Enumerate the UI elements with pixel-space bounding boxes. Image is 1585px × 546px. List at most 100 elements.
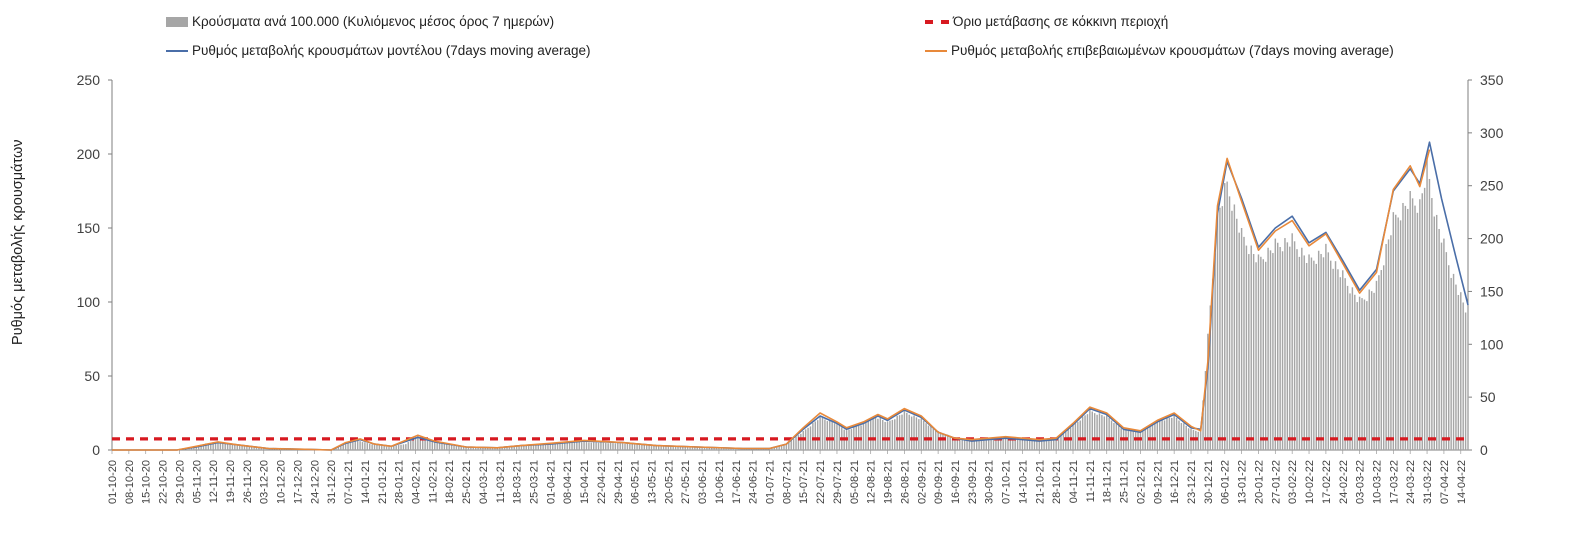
bar [1146,428,1149,450]
bar [1168,417,1171,450]
legend-item-cases: Κρούσματα ανά 100.000 (Κυλιόμενος μέσος … [166,14,554,29]
x-tick-label: 03-12-20 [259,460,271,504]
bar [378,445,381,450]
bar [749,449,751,450]
bar [848,429,850,450]
bar [658,445,660,450]
bar [477,447,479,450]
bar [448,444,450,450]
bar [1419,199,1421,450]
x-tick-label: 03-06-21 [697,460,709,504]
bar [713,447,715,450]
x-tick-label: 11-11-21 [1085,460,1097,502]
bar [913,415,915,450]
bar [1361,298,1363,450]
bar [660,445,662,450]
bar [453,445,455,450]
bar [763,448,766,450]
bar [874,416,877,450]
bar [715,448,718,450]
bar [1344,278,1346,450]
bar [421,437,424,450]
bar [744,448,747,450]
bar [568,442,571,450]
bar [1084,415,1086,450]
bar [1154,423,1156,450]
bar [978,439,980,450]
bar [754,448,756,450]
x-tick-label: 05-11-20 [191,460,203,503]
bar [525,445,527,450]
bar [438,443,441,450]
bar [455,446,458,450]
bar [1221,206,1224,450]
bar [1243,236,1245,450]
bar [588,442,590,450]
bar [388,447,390,450]
bar [1238,232,1240,450]
x-tick-label: 17-02-22 [1321,460,1333,504]
bar [1445,252,1448,450]
bar [494,447,496,450]
bar [559,442,561,450]
bar [390,446,393,450]
bar [739,448,742,450]
bar [1151,424,1154,450]
x-tick-label: 10-06-21 [714,460,726,504]
bar [737,448,739,450]
bar [1031,439,1033,450]
bar [472,446,475,450]
bar [371,444,373,450]
bar [1245,245,1248,450]
series-line-model [112,141,1469,451]
bar [1197,431,1199,450]
bar [947,434,949,450]
bar [1231,210,1233,450]
x-tick-label: 15-07-21 [798,460,810,504]
bar [460,446,462,450]
bar [1038,439,1041,450]
x-tick-label: 16-09-21 [950,460,962,504]
bar [518,446,520,450]
bar [797,435,800,450]
y-tick-label: 50 [84,368,100,384]
bar [795,436,797,450]
x-tick-label: 04-02-21 [410,460,422,504]
bar [1452,273,1455,450]
bar [773,447,776,450]
x-tick-label: 13-01-22 [1237,460,1249,504]
bar [698,447,701,450]
x-tick-label: 16-12-21 [1169,460,1181,504]
bar [1132,430,1134,450]
x-tick-label: 29-07-21 [832,460,844,504]
x-tick-label: 31-12-20 [326,460,338,504]
bar [1337,269,1339,450]
x-tick-label: 08-10-20 [124,460,136,504]
bar [1409,191,1411,450]
bar [1137,431,1139,450]
bar [1158,420,1161,450]
bar [1334,261,1337,450]
bar [862,422,865,450]
bar [207,443,210,450]
bar [1180,423,1183,450]
bar [906,412,908,450]
x-tick-label: 18-11-21 [1102,460,1114,503]
bar [1074,423,1077,450]
bar [544,444,547,450]
bar [1296,249,1298,450]
bar [1053,439,1055,450]
bar [1183,423,1185,450]
legend-label-model: Ρυθμός μεταβολής κρουσμάτων μοντέλου (7d… [192,43,591,58]
y-tick-label: 200 [77,146,101,162]
bar [1098,413,1101,450]
bar [788,442,790,450]
bar [1322,257,1325,450]
y-tick-label: 100 [77,294,101,310]
bar [1416,212,1419,450]
bar [1057,436,1060,450]
bar [491,447,494,450]
bar [824,419,826,450]
bar [210,443,212,450]
bar [234,444,236,450]
